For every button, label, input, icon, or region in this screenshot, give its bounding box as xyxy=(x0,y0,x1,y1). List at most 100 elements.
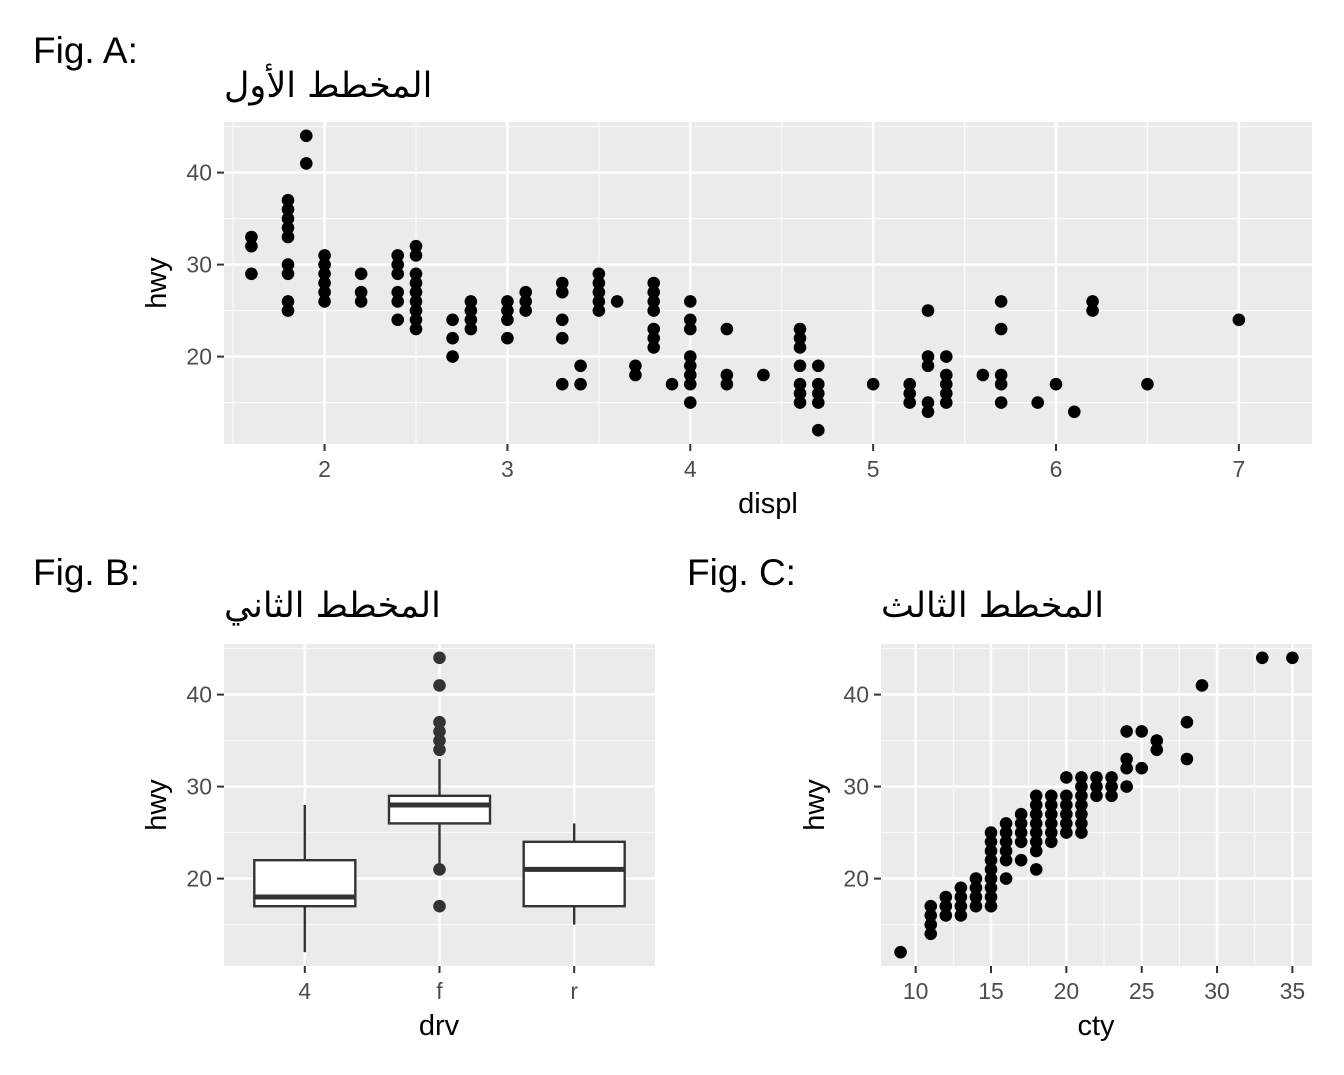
panel-c-data-point xyxy=(1029,817,1043,830)
panel-c-data-point xyxy=(1014,853,1028,867)
panel-a-data-point xyxy=(811,377,825,391)
panel-b-y-tick-label: 20 xyxy=(186,866,212,892)
panel-a-data-point xyxy=(647,331,661,345)
panel-a-data-point xyxy=(793,377,807,391)
panel-c-data-point xyxy=(1150,734,1164,747)
panel-a-data-point xyxy=(354,267,368,281)
panel-b-x-tick-label: r xyxy=(570,978,578,1004)
panel-a-data-point xyxy=(1049,377,1063,391)
panel-a-data-point xyxy=(903,387,917,400)
outlier-point xyxy=(433,725,446,738)
panel-a-data-point xyxy=(318,258,331,271)
panel-a-y-tick-label: 20 xyxy=(186,344,212,370)
panel-c-data-point xyxy=(969,872,983,885)
panel-a-data-point xyxy=(921,359,935,373)
panel-c-data-point xyxy=(1029,807,1043,821)
panel-c-x-tick-label: 25 xyxy=(1129,978,1155,1004)
panel-a-data-point xyxy=(939,350,953,363)
panel-a-data-point xyxy=(647,276,661,290)
panel-a-data-point xyxy=(793,341,807,354)
panel-a-data-point xyxy=(994,368,1008,382)
panel-c-data-point xyxy=(969,890,983,904)
panel-a-data-point xyxy=(409,239,423,253)
panel-c-data-point xyxy=(1044,807,1058,821)
panel-a-data-point xyxy=(903,377,917,391)
panel-c-data-point xyxy=(984,826,998,839)
panel-a-data-point xyxy=(409,285,423,299)
panel-c-data-point xyxy=(954,881,968,895)
panel-c-data-point xyxy=(1014,807,1028,821)
panel-a-data-point xyxy=(793,331,807,345)
panel-b-title: المخطط الثاني xyxy=(224,586,441,626)
panel-a-data-point xyxy=(409,304,423,317)
panel-a-data-point xyxy=(391,295,405,308)
panel-c-data-point xyxy=(984,899,998,913)
panel-c-data-point xyxy=(984,872,998,885)
panel-a-title: المخطط الأول xyxy=(224,63,432,106)
panel-c-data-point xyxy=(1060,826,1073,839)
panel-c-data-point xyxy=(1029,826,1043,839)
panel-a-data-point xyxy=(391,313,405,327)
panel-a-data-point xyxy=(647,322,661,336)
panel-a-data-point xyxy=(555,331,569,345)
panel-a-x-tick-label: 2 xyxy=(318,456,331,482)
panel-a-data-point xyxy=(994,396,1008,409)
panel-c-title: المخطط الثالث xyxy=(881,586,1104,626)
panel-a-tag: Fig. A: xyxy=(33,30,138,71)
outlier-point xyxy=(433,899,446,913)
panel-c-y-tick-label: 20 xyxy=(843,866,869,892)
panel-a-data-point xyxy=(757,368,770,382)
panel-c-data-point xyxy=(1060,807,1073,821)
panel-b-box-4 xyxy=(253,805,357,953)
panel-a-data-point xyxy=(409,322,423,336)
panel-b-box-r xyxy=(522,823,626,925)
panel-c-data-point xyxy=(939,899,953,913)
panel-c-data-point xyxy=(1029,798,1043,812)
panel-a-data-point xyxy=(281,221,295,235)
panel-c-x-tick-label: 30 xyxy=(1204,978,1230,1004)
panel-a-data-point xyxy=(921,405,935,419)
panel-a-data-point xyxy=(464,295,478,308)
panel-c-data-point xyxy=(1044,798,1058,812)
panel-a-data-point xyxy=(647,304,661,317)
panel-c-data-point xyxy=(924,909,938,922)
panel-c-data-point xyxy=(1075,780,1088,793)
panel-c-data-point xyxy=(1090,771,1103,784)
panel-a-data-point xyxy=(318,249,331,262)
panel-a-data-point xyxy=(245,267,258,281)
panel-a-data-point xyxy=(592,304,606,317)
panel-c-data-point xyxy=(1075,789,1088,803)
panel-c-data-point xyxy=(924,918,938,931)
panel-b-y-tick-label: 30 xyxy=(186,774,212,800)
panel-c-data-point xyxy=(1044,789,1058,803)
panel-a-data-point xyxy=(1086,304,1099,317)
panel-c-data-point xyxy=(1014,817,1028,830)
panel-c-data-point xyxy=(894,945,907,959)
panel-c-data-point xyxy=(1075,807,1088,821)
panel-a-data-point xyxy=(555,377,569,391)
interquartile-box xyxy=(387,794,492,825)
panel-a-data-point xyxy=(811,396,825,409)
panel-a-data-point xyxy=(501,304,514,317)
panel-a-data-point xyxy=(811,387,825,400)
panel-c-data-point xyxy=(1105,780,1118,793)
panel-a-data-point xyxy=(793,387,807,400)
panel-c-data-point xyxy=(1029,789,1043,803)
panel-a-data-point xyxy=(391,258,405,271)
outlier-point xyxy=(433,734,446,747)
panel-a-data-point xyxy=(1232,313,1246,327)
panel-c-data-point xyxy=(1029,835,1043,849)
panel-c-data-point xyxy=(1120,780,1133,793)
panel-a-data-point xyxy=(994,295,1008,308)
panel-a-data-point xyxy=(629,359,642,373)
panel-b-tag: Fig. B: xyxy=(33,552,140,593)
panel-b-y-tick-label: 40 xyxy=(186,682,212,708)
panel-c-data-point xyxy=(954,909,968,922)
panel-c-ticks: 20 30 40 10 15 20 25 30 35 xyxy=(843,682,1305,1004)
panel-a-data-point xyxy=(409,267,423,281)
panel-a-x-tick-label: 5 xyxy=(867,456,880,482)
panel-c-data-point xyxy=(999,826,1013,839)
panel-a-data-point xyxy=(921,350,935,363)
outlier-point xyxy=(433,715,446,729)
panel-c-data-point xyxy=(1090,780,1103,793)
